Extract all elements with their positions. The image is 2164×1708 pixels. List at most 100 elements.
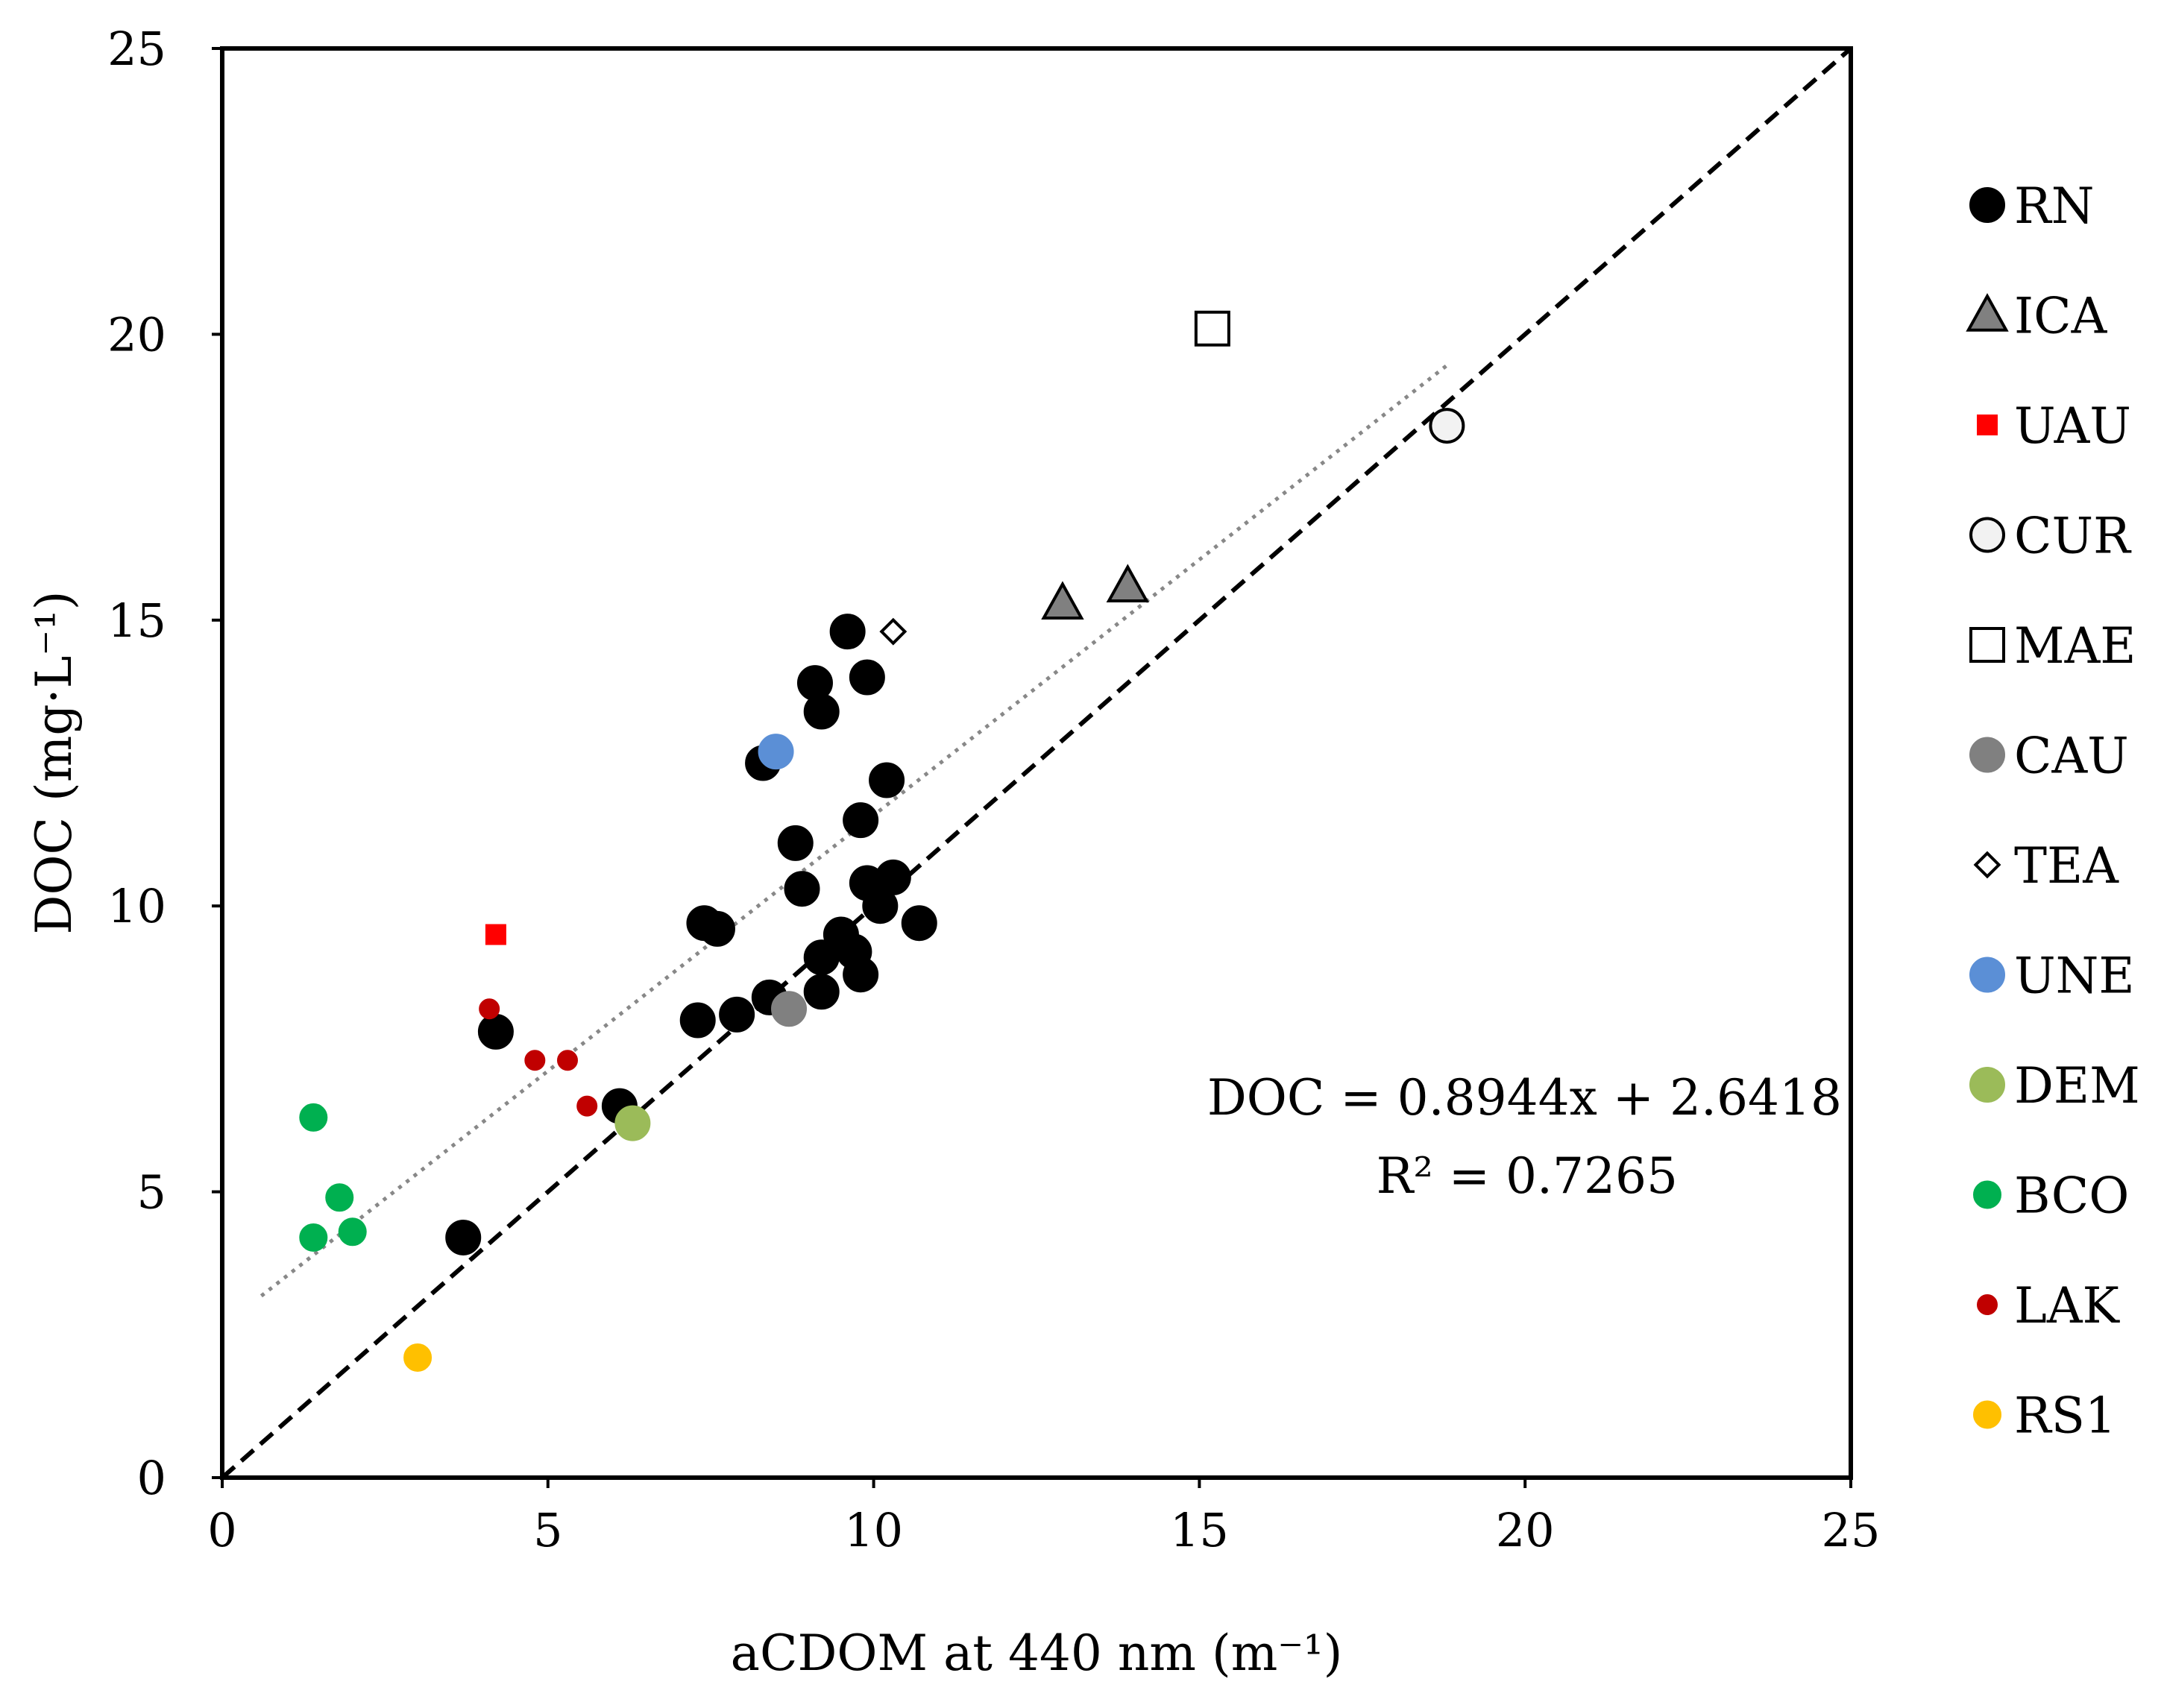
legend-marker-dem xyxy=(1969,1067,2005,1103)
data-point-rs1 xyxy=(403,1343,433,1372)
data-point-rn xyxy=(901,905,937,942)
data-point-lak xyxy=(576,1095,598,1117)
legend-label: CUR xyxy=(2014,508,2132,565)
legend-label: UNE xyxy=(2014,948,2135,1005)
x-tick-label: 20 xyxy=(1496,1503,1555,1557)
legend-marker-rs1 xyxy=(1973,1400,2001,1429)
data-point-lak xyxy=(479,998,500,1020)
series-tea xyxy=(879,617,908,646)
legend-label: MAE xyxy=(2014,617,2136,675)
y-tick-label: 10 xyxy=(107,879,166,933)
data-point-rn xyxy=(849,659,885,696)
x-tick-label: 25 xyxy=(1822,1503,1881,1557)
data-point-rn xyxy=(777,825,814,861)
data-point-lak xyxy=(557,1050,579,1071)
data-point-rn xyxy=(829,614,866,650)
x-tick-label: 15 xyxy=(1170,1503,1229,1557)
y-tick-label: 0 xyxy=(137,1451,166,1505)
y-axis-title: DOC (mg·L⁻¹) xyxy=(25,591,83,935)
legend-marker-bco xyxy=(1973,1180,2001,1209)
y-tick-label: 15 xyxy=(107,593,166,648)
series-une xyxy=(758,734,794,770)
series-mae xyxy=(1194,310,1230,347)
legend-item-rs1: RS1 xyxy=(1973,1387,2116,1445)
legend-item-ica: ICA xyxy=(1966,288,2108,345)
data-point-bco xyxy=(299,1103,328,1132)
data-point-bco xyxy=(299,1223,328,1252)
data-point-rn xyxy=(803,974,840,1010)
x-tick-label: 0 xyxy=(207,1503,236,1557)
legend-item-lak: LAK xyxy=(1977,1277,2120,1334)
legend-marker-mae xyxy=(1969,627,2005,663)
x-axis-title: aCDOM at 440 nm (m⁻¹) xyxy=(731,1625,1343,1682)
data-point-uau xyxy=(485,924,506,945)
legend-item-uau: UAU xyxy=(1977,397,2131,455)
series-cau xyxy=(771,991,808,1027)
data-point-rn xyxy=(875,859,911,895)
legend-item-cur: CUR xyxy=(1969,508,2132,565)
legend-label: RN xyxy=(2014,177,2094,235)
x-tick-label: 5 xyxy=(533,1503,562,1557)
data-point-cau xyxy=(771,991,808,1027)
legend-item-bco: BCO xyxy=(1973,1167,2129,1225)
series-ica xyxy=(1041,564,1150,620)
legend-label: RS1 xyxy=(2014,1387,2116,1445)
data-point-rn xyxy=(719,996,755,1033)
data-point-bco xyxy=(325,1183,354,1212)
legend-marker-ica xyxy=(1966,293,2009,332)
data-point-rn xyxy=(869,762,905,798)
y-tick-label: 25 xyxy=(107,22,166,76)
data-point-rn xyxy=(803,693,840,730)
legend-label: BCO xyxy=(2014,1167,2129,1225)
data-point-mae xyxy=(1194,310,1230,347)
series-rn xyxy=(445,614,937,1255)
y-tick-label: 20 xyxy=(107,307,166,362)
regression-equation: DOC = 0.8944x + 2.6418 xyxy=(1207,1069,1842,1126)
data-point-lak xyxy=(524,1050,546,1071)
data-point-rn xyxy=(699,910,735,947)
y-tick-label: 5 xyxy=(137,1165,166,1220)
legend-label: CAU xyxy=(2014,728,2129,785)
data-point-rn xyxy=(843,957,879,993)
legend-item-cau: CAU xyxy=(1969,728,2129,785)
legend-item-mae: MAE xyxy=(1969,617,2136,675)
legend-item-tea: TEA xyxy=(1973,837,2119,895)
series-uau xyxy=(485,924,506,945)
data-point-dem xyxy=(614,1105,651,1141)
legend-item-dem: DEM xyxy=(1969,1057,2140,1115)
plot-area-frame xyxy=(220,46,1853,1480)
legend-label: ICA xyxy=(2014,288,2108,345)
data-point-rn xyxy=(784,871,820,907)
data-point-tea xyxy=(879,617,908,646)
data-point-bco xyxy=(338,1217,367,1247)
r-squared-label: R² = 0.7265 xyxy=(1377,1147,1678,1205)
data-point-cur xyxy=(1429,408,1465,444)
legend: RN ICA UAU CUR MAE CAU TEA UNE DEM BCO LAK RS1 xyxy=(1966,177,2140,1445)
series-bco xyxy=(299,1103,367,1252)
data-point-ica xyxy=(1041,581,1084,620)
legend-marker-cau xyxy=(1969,737,2005,773)
x-tick-label: 10 xyxy=(844,1503,903,1557)
legend-marker-uau xyxy=(1977,415,1998,435)
series-rs1 xyxy=(403,1343,433,1372)
series-dem xyxy=(614,1105,651,1141)
data-point-rn xyxy=(679,1002,716,1039)
legend-label: UAU xyxy=(2014,397,2131,455)
data-point-rn xyxy=(843,802,879,839)
legend-label: LAK xyxy=(2014,1277,2120,1334)
legend-marker-une xyxy=(1969,957,2005,993)
legend-marker-lak xyxy=(1977,1294,1998,1315)
data-point-une xyxy=(758,734,794,770)
legend-label: TEA xyxy=(2014,837,2119,895)
legend-marker-rn xyxy=(1969,187,2005,223)
data-point-rn xyxy=(445,1219,482,1255)
data-point-rn xyxy=(477,1013,514,1050)
legend-item-une: UNE xyxy=(1969,948,2135,1005)
series-lak xyxy=(479,998,598,1117)
series-cur xyxy=(1429,408,1465,444)
legend-marker-cur xyxy=(1969,517,2005,553)
one-to-one-dashed-line xyxy=(222,48,1851,1478)
legend-label: DEM xyxy=(2014,1057,2140,1115)
